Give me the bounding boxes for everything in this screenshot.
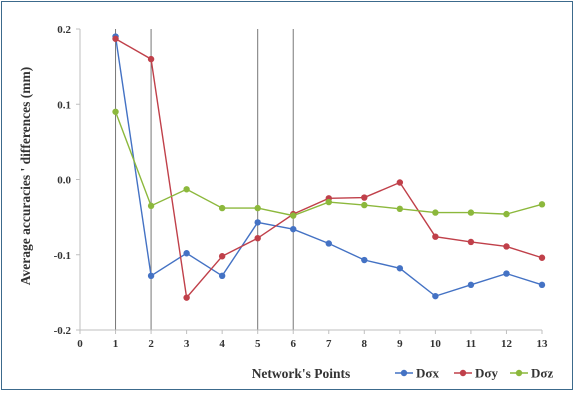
data-point (361, 256, 368, 264)
data-point (290, 212, 297, 219)
data-point (112, 35, 119, 42)
data-point (254, 234, 261, 242)
x-tick-label: 1 (113, 338, 119, 350)
data-point (218, 204, 226, 212)
data-point (432, 292, 439, 300)
data-point (183, 294, 190, 301)
data-point (112, 108, 119, 115)
series-3 (112, 108, 546, 219)
legend-marker (515, 369, 523, 377)
data-point (432, 209, 439, 216)
data-point (361, 194, 368, 201)
data-point (467, 238, 475, 246)
series-group (112, 33, 546, 301)
data-point (503, 270, 510, 277)
data-point (538, 254, 546, 261)
x-tick-label: 2 (148, 338, 154, 350)
x-tick-label: 0 (77, 338, 83, 350)
data-point (361, 201, 368, 209)
y-tick-label: -0.2 (54, 325, 72, 337)
data-point (218, 272, 226, 280)
x-tick-label: 7 (326, 338, 332, 350)
x-tick-label: 13 (537, 338, 549, 350)
x-tick-label: 6 (290, 338, 296, 350)
legend-label: Dσx (416, 366, 439, 381)
y-tick-label: 0.0 (57, 175, 71, 187)
series-line (114, 36, 543, 297)
x-tick-label: 9 (397, 338, 403, 350)
x-tick-labels: 0 1 2 3 4 5 6 7 8 9 10 11 12 13 (77, 330, 548, 350)
data-point (538, 281, 546, 289)
x-tick-label: 4 (219, 338, 225, 350)
data-point (538, 201, 546, 208)
series-1 (112, 33, 546, 300)
x-tick-label: 5 (255, 338, 261, 350)
legend-item: Dσx (395, 366, 439, 381)
legend-marker (400, 369, 408, 377)
data-point (147, 55, 155, 63)
x-tick-label: 10 (430, 338, 442, 350)
series-2 (112, 35, 546, 301)
data-point (147, 272, 155, 280)
legend-item: Dσz (510, 366, 553, 381)
data-point (183, 250, 190, 257)
data-point (325, 198, 332, 206)
legend-label: Dσz (531, 366, 553, 381)
y-tick-labels: 0.2 0.1 0.0 -0.1 -0.2 (54, 24, 80, 337)
y-tick-label: -0.1 (54, 250, 71, 262)
x-tick-label: 3 (184, 338, 190, 350)
legend: Dσx Dσy Dσz (395, 366, 553, 381)
x-tick-label: 8 (362, 338, 368, 350)
x-tick-label: 12 (501, 338, 513, 350)
data-point (290, 225, 297, 233)
data-point (396, 205, 404, 213)
data-point (147, 202, 155, 210)
data-point (396, 179, 404, 186)
legend-label: Dσy (475, 366, 498, 381)
data-point (254, 219, 261, 226)
data-point (503, 243, 510, 250)
data-point (254, 204, 261, 212)
legend-marker (459, 369, 467, 377)
data-point (325, 240, 332, 247)
y-axis-title: Average accuracies ' differences (mm) (18, 67, 33, 285)
y-tick-label: 0.2 (57, 24, 71, 36)
y-tick-label: 0.1 (57, 99, 71, 111)
series-line (115, 38, 543, 300)
data-point (432, 233, 439, 240)
data-point (396, 265, 404, 272)
x-tick-label: 11 (466, 338, 476, 350)
data-point (218, 253, 226, 260)
data-point (183, 186, 190, 193)
vertical-reference-lines (115, 29, 294, 330)
legend-item: Dσy (454, 366, 498, 381)
data-point (467, 281, 475, 289)
data-point (467, 209, 475, 216)
x-axis-title: Network's Points (252, 366, 351, 381)
data-point (503, 210, 510, 218)
